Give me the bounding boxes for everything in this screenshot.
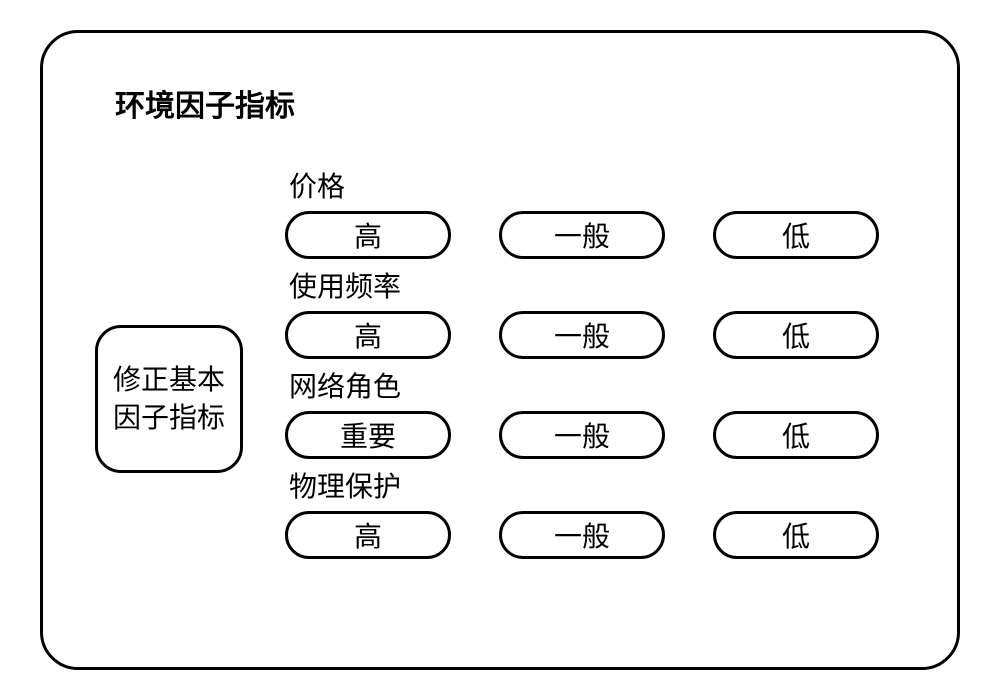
group-label: 价格: [289, 165, 905, 205]
content-area: 修正基本 因子指标 价格 高 一般 低 使用频率 高 一般 低: [95, 165, 905, 565]
panel-title: 环境因子指标: [115, 81, 295, 125]
pill-price-low[interactable]: 低: [713, 211, 879, 259]
group-usage-frequency: 使用频率 高 一般 低: [285, 265, 905, 359]
pill-row: 重要 一般 低: [285, 411, 905, 459]
pill-usage-high[interactable]: 高: [285, 311, 451, 359]
group-price: 价格 高 一般 低: [285, 165, 905, 259]
group-network-role: 网络角色 重要 一般 低: [285, 365, 905, 459]
sidebox-line2: 因子指标: [113, 399, 225, 437]
pill-price-high[interactable]: 高: [285, 211, 451, 259]
groups-column: 价格 高 一般 低 使用频率 高 一般 低 网络角色 重要: [285, 165, 905, 565]
correction-factor-box: 修正基本 因子指标: [95, 325, 243, 473]
pill-protect-high[interactable]: 高: [285, 511, 451, 559]
pill-usage-normal[interactable]: 一般: [499, 311, 665, 359]
group-physical-protection: 物理保护 高 一般 低: [285, 465, 905, 559]
pill-usage-low[interactable]: 低: [713, 311, 879, 359]
pill-price-normal[interactable]: 一般: [499, 211, 665, 259]
group-label: 网络角色: [289, 365, 905, 405]
pill-row: 高 一般 低: [285, 511, 905, 559]
pill-role-low[interactable]: 低: [713, 411, 879, 459]
group-label: 使用频率: [289, 265, 905, 305]
pill-protect-normal[interactable]: 一般: [499, 511, 665, 559]
pill-protect-low[interactable]: 低: [713, 511, 879, 559]
pill-role-important[interactable]: 重要: [285, 411, 451, 459]
sidebox-line1: 修正基本: [113, 361, 225, 399]
pill-row: 高 一般 低: [285, 211, 905, 259]
group-label: 物理保护: [289, 465, 905, 505]
pill-role-normal[interactable]: 一般: [499, 411, 665, 459]
pill-row: 高 一般 低: [285, 311, 905, 359]
main-frame: 环境因子指标 修正基本 因子指标 价格 高 一般 低 使用频率 高 一般 低: [40, 30, 960, 670]
